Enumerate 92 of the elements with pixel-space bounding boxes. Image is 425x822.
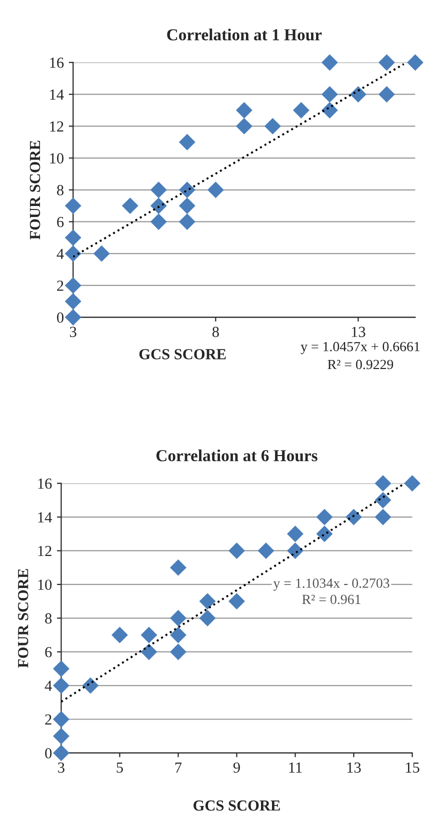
point: [93, 245, 110, 262]
x-tick-label: 5: [116, 762, 123, 773]
point: [287, 542, 304, 559]
point: [321, 54, 338, 71]
point: [264, 118, 281, 134]
point: [170, 626, 186, 644]
annotation: y = 1.1034x - 0.2703: [273, 578, 390, 591]
y-tick-label: 16: [38, 478, 52, 489]
point: [236, 118, 252, 134]
annotation: R² = 0.961: [302, 594, 360, 604]
point: [82, 677, 99, 694]
point: [407, 54, 424, 71]
point: [350, 86, 366, 103]
x-tick-label: 7: [175, 762, 182, 773]
text: R² = 0.9229: [328, 360, 394, 370]
x-axis-title: GCS SCORE: [194, 800, 280, 811]
y-tick-label: 12: [50, 121, 64, 132]
y-tick-label: 0: [57, 312, 64, 323]
point: [170, 610, 186, 626]
point: [170, 559, 186, 576]
point: [258, 542, 274, 559]
point: [140, 644, 158, 660]
point: [64, 293, 82, 310]
point: [52, 744, 70, 762]
point: [378, 54, 395, 71]
point: [178, 134, 196, 150]
y-tick-label: 8: [57, 185, 64, 196]
x-tick-label: 15: [406, 762, 420, 773]
point: [64, 198, 82, 214]
y-tick-label: 14: [38, 512, 52, 522]
point: [374, 508, 392, 526]
point: [346, 508, 362, 526]
y-tick-label: 10: [38, 580, 52, 590]
y-tick-label: 4: [56, 248, 64, 259]
point: [52, 677, 70, 694]
point: [64, 277, 82, 294]
y-tick-label: 8: [45, 613, 52, 624]
y-tick-label: 12: [38, 546, 52, 556]
y-tick-label: 10: [50, 153, 64, 164]
y-tick-label: 16: [50, 58, 64, 68]
y-axis-title: FOUR SCORE: [18, 569, 28, 668]
point: [228, 593, 245, 610]
point: [316, 508, 333, 526]
y-tick-label: 14: [50, 90, 64, 100]
point: [321, 86, 338, 103]
point: [236, 102, 252, 118]
y-tick-label: 2: [45, 714, 52, 725]
point: [64, 309, 82, 326]
point: [111, 626, 128, 644]
point: [374, 492, 392, 508]
y-tick-label: 4: [44, 680, 52, 691]
point: [64, 229, 82, 246]
point: [178, 182, 196, 198]
point: [199, 593, 216, 610]
point: [178, 214, 196, 230]
point: [316, 526, 333, 542]
point: [404, 475, 420, 492]
x-tick-label: 13: [352, 326, 366, 338]
y-tick-label: 0: [45, 748, 52, 758]
text: y = 1.0457x + 0.6661: [300, 342, 420, 354]
x-tick-label: 3: [58, 762, 64, 773]
point: [170, 644, 186, 660]
x-tick-label: 11: [289, 762, 302, 773]
point: [207, 182, 224, 198]
x-tick-label: 8: [212, 326, 219, 338]
point: [52, 728, 70, 744]
point: [52, 660, 70, 677]
point: [140, 626, 158, 644]
point: [287, 526, 304, 542]
point: [150, 182, 167, 198]
y-axis-title: FOUR SCORE: [30, 140, 40, 240]
x-tick-label: 9: [233, 762, 240, 773]
point: [178, 198, 196, 214]
point: [64, 245, 82, 262]
point: [292, 102, 310, 118]
point: [228, 542, 245, 559]
point: [150, 198, 167, 214]
y-tick-label: 6: [45, 647, 52, 658]
point: [321, 102, 338, 118]
point: [374, 475, 392, 492]
x-axis-title: GCS SCORE: [139, 349, 226, 360]
point: [150, 214, 167, 230]
y-tick-label: 2: [57, 280, 64, 291]
point: [199, 610, 216, 626]
point: [52, 711, 70, 728]
point: [122, 198, 138, 214]
x-tick-label: 3: [70, 326, 76, 338]
chart-title: Correlation at 6 Hours: [156, 450, 318, 462]
point: [378, 86, 395, 103]
y-tick-label: 6: [57, 216, 64, 228]
x-tick-label: 13: [347, 762, 361, 773]
chart-title: Correlation at 1 Hour: [167, 28, 322, 40]
